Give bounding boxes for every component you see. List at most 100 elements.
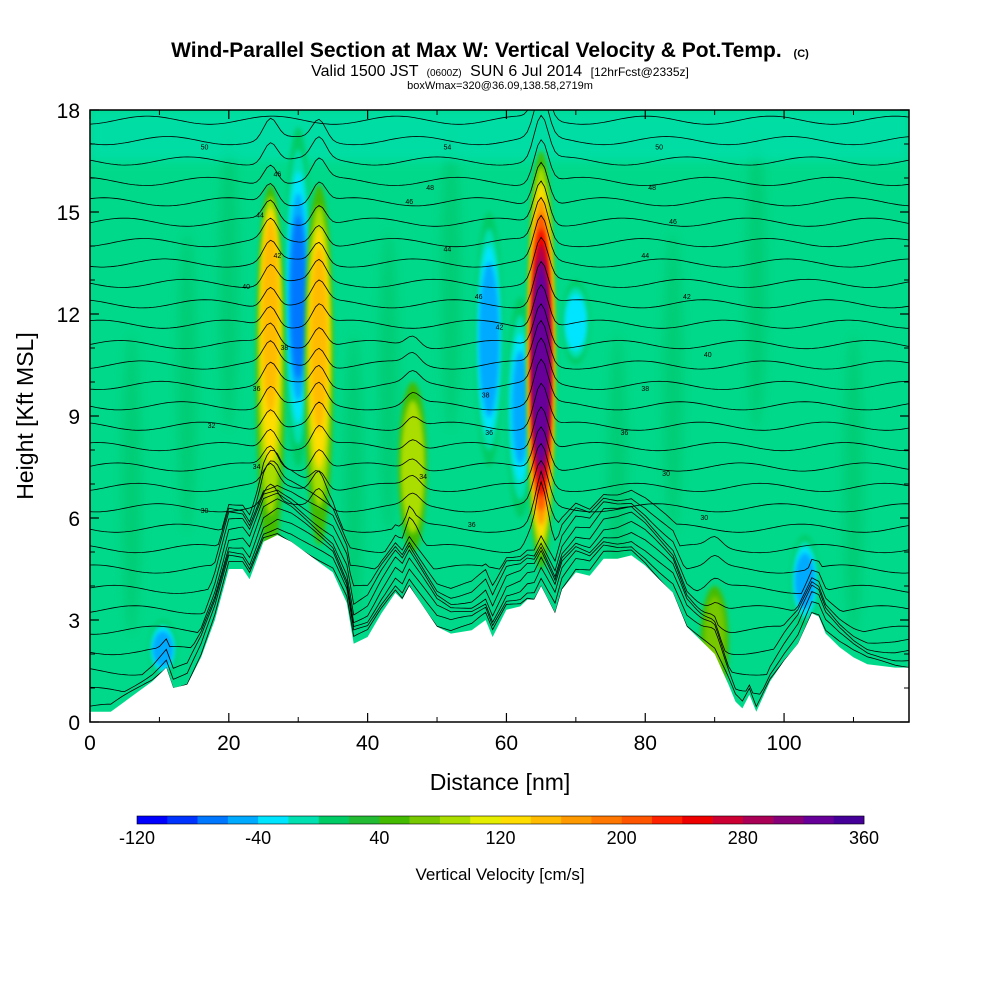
x-tick-label: 80	[634, 732, 657, 755]
colorbar-swatch	[409, 816, 441, 824]
texture-band	[378, 232, 399, 532]
colorbar-tick-label: 120	[485, 828, 515, 848]
y-tick-label: 0	[68, 712, 80, 735]
theta-contour	[90, 214, 909, 268]
colorbar-tick-label: 360	[849, 828, 879, 848]
colorbar-swatch	[318, 816, 350, 824]
y-tick-label: 18	[57, 100, 80, 123]
downdraft-level	[155, 635, 171, 663]
theta-contour	[90, 114, 909, 166]
contour-label: 42	[496, 325, 504, 332]
colorbar-tick-label: 200	[607, 828, 637, 848]
forecast-info: [12hrFcst@2335z]	[591, 65, 689, 79]
theta-contour	[90, 110, 909, 125]
contour-label: 46	[669, 219, 677, 226]
contour-label: 38	[482, 393, 490, 400]
texture-band	[177, 232, 198, 532]
contour-label: 46	[273, 172, 281, 179]
contour-label: 50	[201, 144, 209, 151]
theta-contour	[90, 459, 909, 513]
theta-contour	[90, 139, 909, 186]
theta-contour	[90, 110, 909, 146]
contour-label: 30	[700, 515, 708, 522]
theta-contour	[90, 450, 909, 533]
contour-label: 36	[485, 430, 493, 437]
colorbar-tick-label: -40	[245, 828, 271, 848]
texture-band	[218, 130, 239, 430]
theta-contour	[90, 358, 909, 411]
theta-contour	[90, 492, 909, 615]
colorbar-swatch	[561, 816, 592, 824]
x-tick-label: 0	[84, 732, 96, 755]
y-axis-label: Height [Kft MSL]	[12, 332, 38, 499]
texture-band	[440, 130, 461, 430]
valid-utc: (0600Z)	[427, 68, 462, 79]
theta-contour	[90, 319, 909, 370]
theta-contour	[90, 382, 909, 431]
theta-contour	[90, 196, 909, 248]
colorbar-label: Vertical Velocity [cm/s]	[415, 865, 584, 884]
contour-label: 34	[253, 464, 261, 471]
terrain	[90, 535, 909, 722]
colorbar-swatch	[591, 816, 622, 824]
y-tick-label: 9	[68, 406, 80, 429]
velocity-bands	[90, 110, 909, 634]
contour-label: 36	[468, 522, 476, 529]
colorbar-swatch	[439, 816, 471, 824]
svg-text:Valid 1500 JST (0600Z): Valid 1500 JST (0600Z) SUN 6 Jul 2014 [1…	[311, 63, 689, 80]
theta-contours	[90, 110, 909, 708]
copyright-mark: (C)	[794, 48, 810, 60]
updraft-level	[403, 418, 422, 516]
colorbar-swatch	[500, 816, 532, 824]
colorbar-swatch	[288, 816, 320, 824]
y-tick-label: 6	[68, 508, 80, 531]
contour-label: 38	[641, 386, 649, 393]
colorbar	[136, 815, 865, 825]
colorbar-tick-label: 40	[369, 828, 389, 848]
texture-band	[121, 334, 142, 634]
contour-label: 30	[201, 508, 209, 515]
x-axis: 0 20 40 60 80 100	[84, 110, 854, 755]
x-tick-label: 100	[767, 732, 802, 755]
theta-contour	[90, 426, 909, 472]
colorbar-swatch	[621, 816, 653, 824]
texture-band	[843, 334, 864, 634]
theta-contour	[90, 161, 909, 207]
theta-contour	[90, 236, 909, 288]
colorbar-swatch	[258, 816, 289, 824]
contour-label: 42	[273, 253, 281, 260]
colorbar-swatch	[833, 816, 865, 824]
contour-label: 38	[280, 345, 288, 352]
theta-contour	[90, 485, 909, 574]
contour-label: 36	[621, 430, 629, 437]
theta-contour	[90, 180, 909, 227]
colorbar-swatch	[197, 816, 229, 824]
contour-label: 32	[208, 423, 216, 430]
y-tick-label: 15	[57, 202, 80, 225]
contour-label: 48	[648, 185, 656, 192]
contour-label: 54	[444, 144, 452, 151]
theta-contour	[90, 337, 909, 390]
chart-title: Wind-Parallel Section at Max W: Vertical…	[171, 39, 782, 62]
colorbar-swatch	[682, 816, 713, 824]
x-tick-label: 40	[356, 732, 379, 755]
colorbar-swatch	[530, 816, 562, 824]
theta-contour	[90, 507, 909, 656]
contour-label: 40	[704, 352, 712, 359]
contour-label: 44	[256, 212, 264, 219]
theta-contour	[90, 518, 909, 676]
colorbar-swatch	[742, 816, 774, 824]
valid-time: Valid 1500 JST	[311, 63, 419, 80]
x-tick-label: 20	[217, 732, 240, 755]
contour-label: 48	[426, 185, 434, 192]
updraft-level	[310, 247, 328, 432]
theta-contour	[90, 303, 909, 350]
updraft-level	[533, 276, 549, 453]
colorbar-ticks: -120 -40 40 120 200 280 360	[119, 828, 879, 848]
svg-text:Wind-Parallel Section at Max W: Wind-Parallel Section at Max W: Vertical…	[171, 39, 809, 62]
contour-label: 34	[419, 474, 427, 481]
x-axis-label: Distance [nm]	[430, 769, 571, 795]
contour-label: 46	[475, 294, 483, 301]
